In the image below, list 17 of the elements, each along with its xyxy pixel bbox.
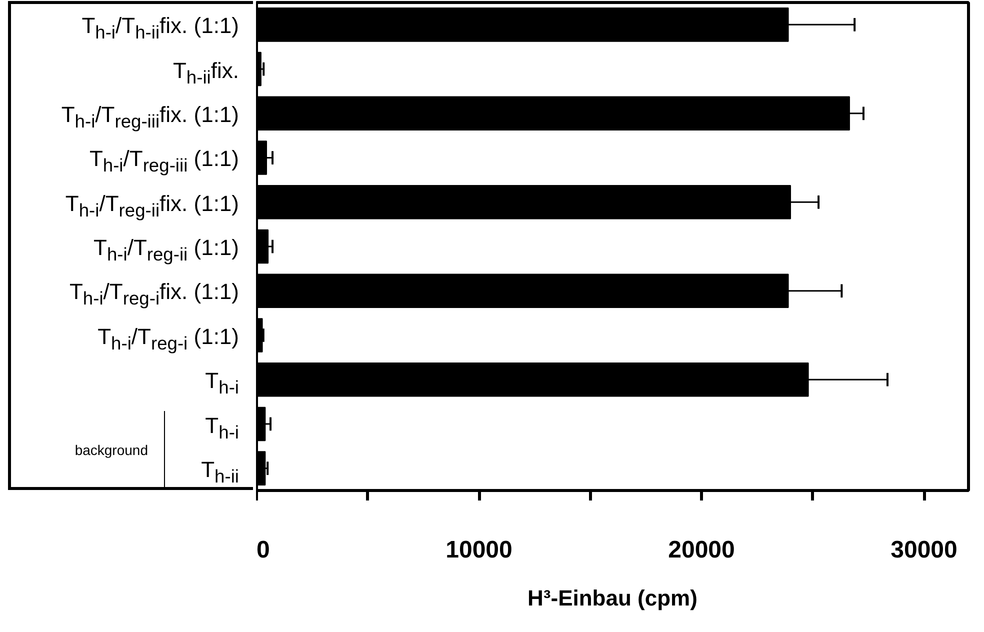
x-axis-title: H³-Einbau (cpm) <box>528 586 698 610</box>
y-tick-label: T$_{h-i}$/T$_{reg-ii}$fix. (1:1) <box>65 190 239 222</box>
y-tick-label: T$_{h-i}$/T$_{reg-iii}$ (1:1) <box>89 146 239 178</box>
y-tick-label: T$_{h-i}$/T$_{reg-ii}$ (1:1) <box>94 234 239 267</box>
x-tick-label: 30000 <box>890 536 958 564</box>
y-tick-label: T$_{h-i}$/T$_{reg-iii}$fix. (1:1) <box>61 101 239 134</box>
y-tick-label: T$_{h-ii}$fix. <box>172 56 239 90</box>
text: background <box>74 411 165 488</box>
y-tick-label: T$_{h-i}$ <box>205 367 239 400</box>
y-tick-label: T$_{h-i}$/T$_{h-ii}$fix. (1:1) <box>82 12 239 45</box>
x-tick-label: 10000 <box>446 536 512 564</box>
x-tick-label: 0 <box>256 536 270 564</box>
y-tick-label: T$_{h-i}$ <box>205 412 239 444</box>
x-tick-label: 20000 <box>668 536 735 564</box>
y-tick-label: T$_{h-i}$/T$_{reg-i}$ (1:1) <box>98 322 239 356</box>
y-tick-label: T$_{h-ii}$ <box>201 456 239 488</box>
y-tick-label: T$_{h-i}$/T$_{reg-i}$fix. (1:1) <box>69 278 239 311</box>
